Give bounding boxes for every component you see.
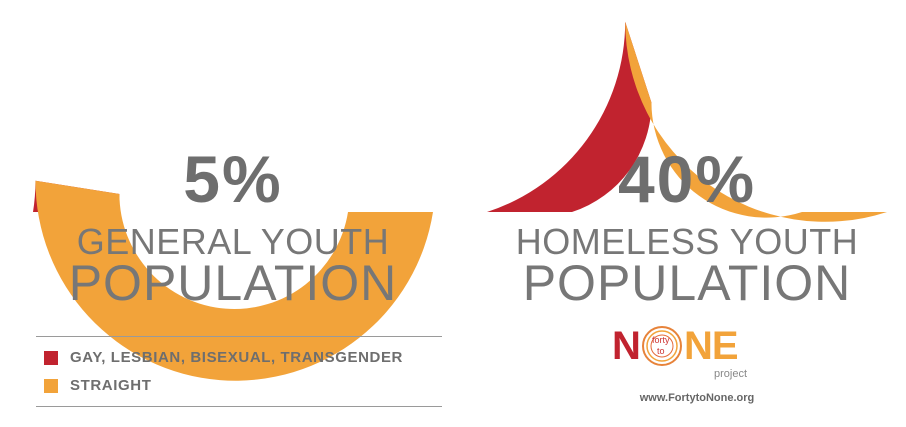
gauge-slice-lgbt xyxy=(487,21,652,212)
forty-to-none-logo: N forty to NE project xyxy=(612,322,782,384)
logo-project-label: project xyxy=(714,368,748,380)
gauge-slice-straight xyxy=(35,180,433,381)
homeless-youth-gauge xyxy=(487,21,887,222)
general-youth-percent: 5% xyxy=(183,142,283,216)
legend-label-lgbt: GAY, LESBIAN, BISEXUAL, TRANSGENDER xyxy=(70,349,403,366)
homeless-youth-label-line2: POPULATION xyxy=(522,255,852,311)
legend-top-divider xyxy=(36,336,442,337)
logo-forty: forty xyxy=(652,335,670,345)
legend-item-straight: STRAIGHT xyxy=(44,377,151,394)
legend-swatch-lgbt xyxy=(44,350,58,365)
legend-item-lgbt: GAY, LESBIAN, BISEXUAL, TRANSGENDER xyxy=(44,349,403,366)
logo-circle-icon xyxy=(642,326,682,366)
logo-to: to xyxy=(657,346,665,356)
logo-letter-n: N xyxy=(612,324,641,368)
website-url: www.FortytoNone.org xyxy=(639,392,755,404)
general-youth-label-line2: POPULATION xyxy=(68,255,398,311)
homeless-youth-percent: 40% xyxy=(617,142,757,216)
legend-swatch-straight xyxy=(44,378,58,393)
logo-letters-ne: NE xyxy=(684,324,739,368)
general-youth-gauge xyxy=(33,180,433,381)
homeless-youth-label-line1: HOMELESS YOUTH xyxy=(515,221,859,262)
legend-bottom-divider xyxy=(36,406,442,407)
gauge-slice-straight xyxy=(625,21,887,222)
general-youth-label-line1: GENERAL YOUTH xyxy=(76,221,390,262)
legend-label-straight: STRAIGHT xyxy=(70,377,152,394)
